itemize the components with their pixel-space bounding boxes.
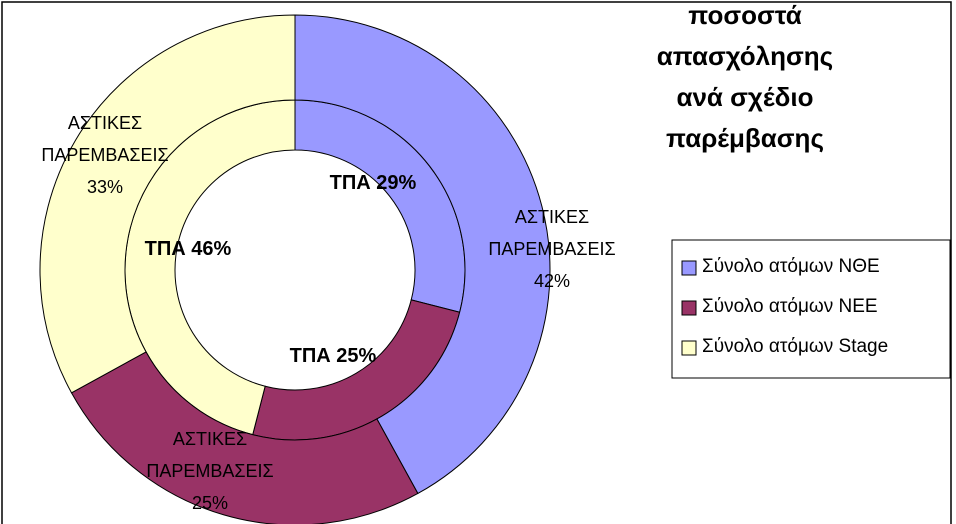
legend-label: Σύνολο ατόμων ΝΘΕ	[702, 256, 880, 277]
data-label: ΤΠΑ 46%	[144, 238, 232, 260]
data-label: ΑΣΤΙΚΕΣ ΠΑΡΕΜΒΑΣΕΙΣ 42%	[488, 207, 616, 291]
legend-swatch	[681, 300, 697, 316]
data-label: ΤΠΑ 29%	[329, 172, 417, 194]
legend-label: Σύνολο ατόμων Stage	[702, 336, 889, 357]
data-label: ΑΣΤΙΚΕΣ ΠΑΡΕΜΒΑΣΕΙΣ 25%	[146, 429, 274, 513]
doughnut-segment	[70, 351, 419, 524]
legend-label: Σύνολο ατόμων ΝΕΕ	[702, 296, 878, 317]
doughnut-segment	[294, 14, 551, 495]
chart-title: ποσοστά απασχόλησης ανά σχέδιο παρέμβαση…	[656, 0, 834, 153]
legend-box	[671, 239, 951, 379]
data-label: ΑΣΤΙΚΕΣ ΠΑΡΕΜΒΑΣΕΙΣ 33%	[41, 113, 169, 197]
doughnut-segment	[39, 14, 296, 394]
legend-swatch	[681, 260, 697, 276]
data-label: ΤΠΑ 25%	[289, 345, 377, 367]
legend-swatch	[681, 340, 697, 356]
